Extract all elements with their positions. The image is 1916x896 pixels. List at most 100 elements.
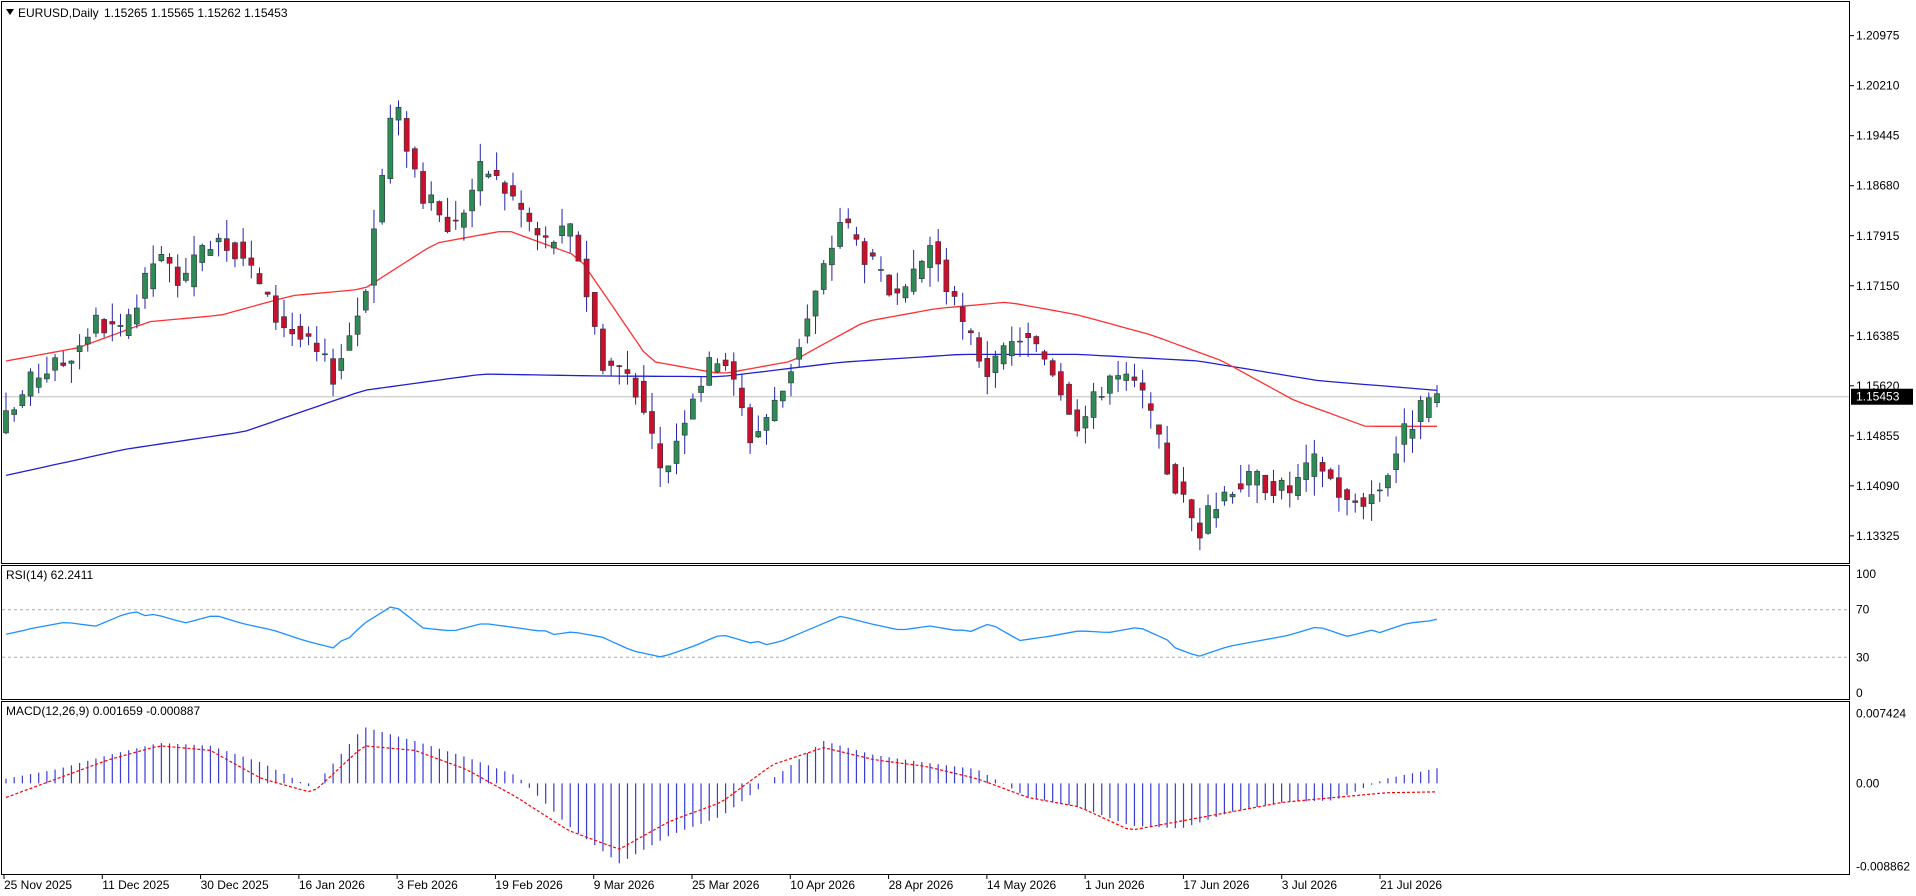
candle[interactable] xyxy=(493,152,500,181)
candle[interactable] xyxy=(125,308,132,339)
candle[interactable] xyxy=(1025,322,1031,358)
candle[interactable] xyxy=(600,323,606,375)
candle[interactable] xyxy=(322,338,328,362)
candle[interactable] xyxy=(722,352,729,371)
candle[interactable] xyxy=(698,376,704,402)
candle[interactable] xyxy=(11,407,18,422)
candle[interactable] xyxy=(608,357,614,377)
candle[interactable] xyxy=(354,297,361,347)
candle[interactable] xyxy=(1197,507,1203,551)
candle[interactable] xyxy=(919,259,925,283)
candle[interactable] xyxy=(927,236,933,287)
candle[interactable] xyxy=(452,200,459,230)
candle[interactable] xyxy=(1336,464,1342,512)
candle[interactable] xyxy=(706,351,713,386)
candle[interactable] xyxy=(1074,399,1081,437)
candle[interactable] xyxy=(853,226,860,246)
candle[interactable] xyxy=(1033,335,1040,353)
candle[interactable] xyxy=(1385,473,1391,497)
candle[interactable] xyxy=(207,240,214,256)
candle[interactable] xyxy=(1270,469,1277,504)
candle[interactable] xyxy=(297,313,304,348)
candle[interactable] xyxy=(501,180,508,211)
candle[interactable] xyxy=(1180,467,1187,503)
candle[interactable] xyxy=(1254,469,1260,504)
candle[interactable] xyxy=(1417,395,1424,440)
candle[interactable] xyxy=(886,274,892,297)
candle[interactable] xyxy=(984,341,991,395)
candle[interactable] xyxy=(1164,425,1170,476)
candle[interactable] xyxy=(616,364,623,385)
candle[interactable] xyxy=(1205,494,1211,535)
candle[interactable] xyxy=(1401,408,1408,463)
candle[interactable] xyxy=(1115,361,1121,393)
candle[interactable] xyxy=(992,350,999,388)
candle[interactable] xyxy=(84,328,91,352)
candle[interactable] xyxy=(199,243,206,272)
candle[interactable] xyxy=(1147,392,1154,429)
candle[interactable] xyxy=(1360,492,1367,520)
candle[interactable] xyxy=(1213,492,1220,528)
candle[interactable] xyxy=(665,465,672,484)
candle[interactable] xyxy=(1246,464,1252,497)
candle[interactable] xyxy=(1098,386,1105,401)
candle[interactable] xyxy=(362,289,369,314)
candle[interactable] xyxy=(232,241,238,268)
candle[interactable] xyxy=(714,358,721,374)
candle[interactable] xyxy=(256,267,263,285)
candle[interactable] xyxy=(371,209,377,304)
candle[interactable] xyxy=(755,415,762,439)
candle[interactable] xyxy=(1319,456,1326,488)
candle[interactable] xyxy=(403,111,410,168)
candle[interactable] xyxy=(133,294,140,329)
candle[interactable] xyxy=(542,226,549,249)
candle[interactable] xyxy=(640,365,647,415)
candle[interactable] xyxy=(518,190,524,228)
candle[interactable] xyxy=(1311,440,1318,496)
candle[interactable] xyxy=(477,143,484,206)
candle[interactable] xyxy=(551,240,557,255)
candle[interactable] xyxy=(1393,436,1399,484)
candle[interactable] xyxy=(1278,477,1285,500)
price-header[interactable]: EURUSD,Daily 1.15265 1.15565 1.15262 1.1… xyxy=(6,6,288,20)
candle[interactable] xyxy=(1156,424,1162,449)
candle[interactable] xyxy=(436,200,443,222)
candle[interactable] xyxy=(469,178,475,228)
candle[interactable] xyxy=(591,292,598,335)
candle[interactable] xyxy=(878,256,884,282)
candle[interactable] xyxy=(820,260,827,295)
candle[interactable] xyxy=(174,254,181,298)
candle[interactable] xyxy=(649,392,655,449)
candle[interactable] xyxy=(44,356,50,383)
candle[interactable] xyxy=(52,354,58,382)
candle[interactable] xyxy=(526,207,533,232)
candle[interactable] xyxy=(943,247,950,305)
candle[interactable] xyxy=(837,207,843,249)
candle[interactable] xyxy=(142,267,148,309)
candle[interactable] xyxy=(1049,358,1056,378)
candle[interactable] xyxy=(583,240,590,312)
candle[interactable] xyxy=(420,162,426,209)
candle[interactable] xyxy=(1303,444,1310,492)
candle[interactable] xyxy=(158,246,165,263)
candle[interactable] xyxy=(1107,374,1113,405)
candle[interactable] xyxy=(829,235,835,281)
candle[interactable] xyxy=(248,240,255,279)
candle[interactable] xyxy=(1123,362,1130,391)
candle[interactable] xyxy=(330,348,336,397)
candle[interactable] xyxy=(657,426,664,487)
candle[interactable] xyxy=(1352,493,1359,513)
candle[interactable] xyxy=(485,170,492,179)
candle[interactable] xyxy=(788,363,794,397)
candle[interactable] xyxy=(673,423,680,475)
candle[interactable] xyxy=(68,360,75,383)
triangle-down-icon[interactable] xyxy=(6,9,14,15)
candle[interactable] xyxy=(1082,405,1089,444)
candle[interactable] xyxy=(1058,363,1064,401)
candle[interactable] xyxy=(1229,491,1236,504)
candle[interactable] xyxy=(763,413,770,445)
candle[interactable] xyxy=(215,233,222,257)
candle[interactable] xyxy=(444,197,451,234)
candle[interactable] xyxy=(1139,370,1146,409)
candle[interactable] xyxy=(959,292,966,340)
